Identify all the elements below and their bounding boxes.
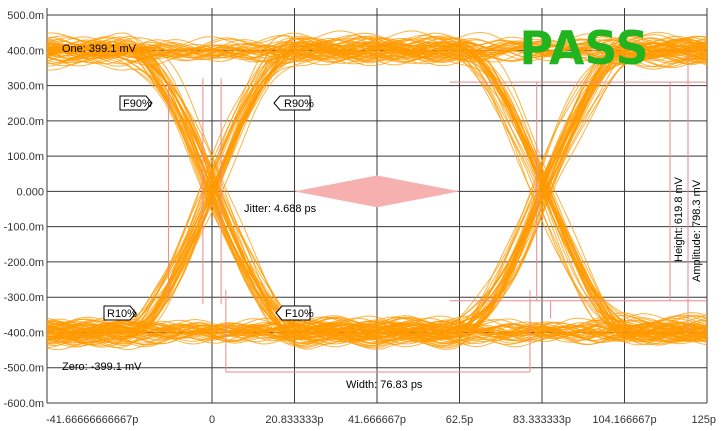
f10-tag-shape [275, 305, 311, 321]
one-level-label: One: 399.1 mV [62, 43, 137, 55]
y-tick-label: 100.0m [7, 151, 44, 163]
f10-label: F10% [285, 308, 314, 320]
eye-trace [46, 45, 708, 334]
r90-label: R90% [284, 98, 314, 110]
f90-tag: F90% [119, 95, 153, 111]
eye-trace [46, 46, 708, 333]
x-tick-labels: -41.66666666667p 0 20.833333p 41.666667p 62.… [46, 414, 716, 426]
eye-trace [46, 47, 708, 345]
height-label: Height: 619.8 mV [673, 176, 685, 262]
eye-trace [46, 51, 708, 332]
y-tick-label: 200.0m [7, 116, 44, 128]
y-tick-label: -300.0m [4, 292, 44, 304]
eye-trace [46, 327, 708, 344]
jitter-label: Jitter: 4.688 ps [244, 203, 317, 215]
eye-trace [46, 44, 708, 348]
r90-tag: R90% [273, 95, 314, 111]
eye-trace [46, 44, 708, 348]
eye-trace [46, 37, 708, 343]
eye-trace [46, 42, 708, 327]
pass-status: PASS [519, 21, 648, 75]
y-tick-label: -200.0m [4, 257, 44, 269]
eye-mask [294, 175, 460, 208]
eye-trace [46, 47, 708, 341]
r90-tag-shape [273, 95, 311, 111]
eye-traces [46, 30, 708, 351]
y-tick-label: -100.0m [4, 222, 44, 234]
eye-trace [46, 312, 708, 346]
x-tick-label: 104.166667p [592, 414, 656, 426]
x-tick-label: 125p [692, 414, 716, 426]
r10-tag-shape [103, 305, 137, 321]
y-tick-labels: 500.0m 400.0m 300.0m 200.0m 100.0m 0.000 -100.… [4, 10, 44, 410]
f90-tag-shape [119, 95, 153, 111]
eye-trace [46, 323, 708, 347]
eye-trace [46, 321, 708, 334]
y-tick-label: -500.0m [4, 363, 44, 375]
x-tick-label: 83.333333p [513, 414, 571, 426]
x-tick-label: 62.5p [446, 414, 474, 426]
x-tick-label: 41.666667p [348, 414, 406, 426]
eye-trace [46, 42, 708, 64]
y-tick-label: 300.0m [7, 81, 44, 93]
y-tick-label: -400.0m [4, 327, 44, 339]
eye-trace [46, 48, 708, 338]
width-label: Width: 76.83 ps [346, 379, 423, 391]
r10-tag: R10% [103, 305, 137, 321]
x-tick-label: 20.833333p [265, 414, 323, 426]
y-tick-label: 500.0m [7, 10, 44, 22]
eye-trace [46, 32, 708, 336]
zero-level-label: Zero: -399.1 mV [62, 361, 142, 373]
x-tick-label: -41.66666666667p [46, 414, 138, 426]
y-tick-label: 0.000 [16, 186, 44, 198]
eye-trace [47, 34, 708, 341]
eye-trace [46, 37, 708, 334]
measurement-markers [167, 50, 707, 373]
f90-label: F90% [123, 98, 152, 110]
amplitude-label: Amplitude: 798.3 mV [691, 179, 703, 282]
f10-tag: F10% [275, 305, 314, 321]
x-tick-label: 0 [209, 414, 215, 426]
r10-label: R10% [107, 308, 137, 320]
eye-trace [46, 47, 708, 339]
eye-trace [46, 40, 708, 341]
eye-trace [46, 44, 708, 335]
y-tick-label: 400.0m [7, 45, 44, 57]
eye-trace [46, 34, 708, 342]
y-tick-label: -600.0m [4, 398, 44, 410]
